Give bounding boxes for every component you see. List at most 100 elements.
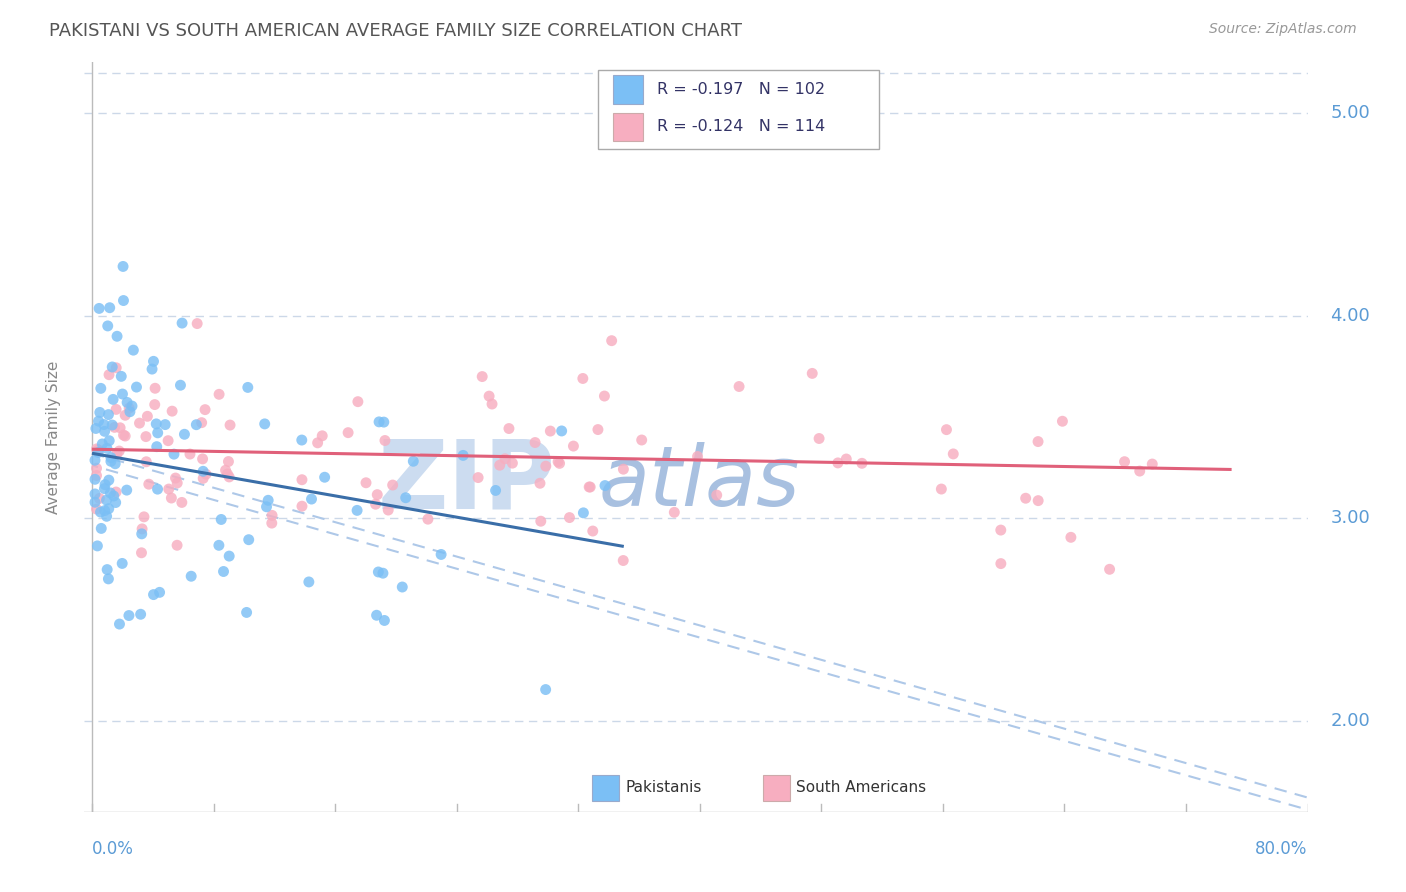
- Point: [84, 472, 107, 486]
- Point: [101, 392, 124, 407]
- Point: [214, 463, 236, 477]
- Point: [524, 435, 547, 450]
- Text: 80.0%: 80.0%: [1256, 840, 1308, 858]
- Point: [217, 454, 239, 468]
- Point: [572, 506, 595, 520]
- Point: [612, 553, 634, 567]
- Point: [160, 404, 183, 418]
- Point: [534, 459, 557, 474]
- Point: [138, 477, 160, 491]
- Point: [97, 572, 120, 586]
- Point: [90, 521, 112, 535]
- Point: [98, 434, 121, 448]
- Point: [132, 509, 155, 524]
- Point: [366, 608, 388, 623]
- Point: [114, 409, 136, 423]
- Point: [118, 405, 141, 419]
- Point: [131, 522, 153, 536]
- Point: [166, 538, 188, 552]
- Point: [579, 480, 602, 494]
- Point: [157, 482, 180, 496]
- Point: [90, 381, 112, 395]
- Point: [118, 401, 141, 416]
- Point: [93, 482, 115, 496]
- Point: [87, 442, 110, 457]
- Point: [112, 293, 135, 308]
- Point: [98, 301, 121, 315]
- Point: [538, 424, 561, 438]
- Point: [307, 435, 329, 450]
- Point: [484, 483, 506, 498]
- Text: R = -0.124   N = 114: R = -0.124 N = 114: [657, 120, 825, 135]
- Point: [371, 566, 394, 581]
- Point: [395, 491, 418, 505]
- Point: [1114, 455, 1136, 469]
- Point: [143, 381, 166, 395]
- Point: [163, 447, 186, 461]
- Point: [96, 442, 118, 456]
- Point: [105, 402, 128, 417]
- Point: [186, 317, 208, 331]
- Point: [548, 456, 571, 470]
- Point: [366, 488, 388, 502]
- Bar: [592, 775, 619, 801]
- Point: [481, 397, 503, 411]
- Point: [291, 473, 314, 487]
- Point: [87, 445, 110, 459]
- Point: [97, 318, 120, 333]
- Point: [451, 449, 474, 463]
- Text: Average Family Size: Average Family Size: [46, 360, 62, 514]
- Point: [260, 516, 283, 530]
- Point: [373, 614, 395, 628]
- Point: [108, 444, 131, 458]
- Point: [105, 447, 128, 461]
- Bar: [613, 112, 644, 141]
- Point: [262, 508, 284, 523]
- Point: [172, 316, 194, 330]
- Point: [96, 563, 118, 577]
- Point: [208, 387, 231, 401]
- Point: [135, 429, 157, 443]
- Point: [931, 482, 953, 496]
- Point: [298, 574, 321, 589]
- Point: [368, 415, 391, 429]
- Point: [430, 548, 453, 562]
- Text: 4.00: 4.00: [1330, 307, 1369, 325]
- Bar: [598, 70, 880, 149]
- Point: [103, 489, 125, 503]
- Point: [87, 414, 110, 428]
- Point: [1014, 491, 1036, 506]
- Point: [112, 428, 135, 442]
- Bar: [613, 75, 644, 103]
- Point: [578, 480, 600, 494]
- Point: [101, 359, 124, 374]
- Point: [291, 433, 314, 447]
- Point: [593, 478, 616, 492]
- Text: R = -0.197   N = 102: R = -0.197 N = 102: [657, 82, 825, 97]
- Point: [121, 399, 143, 413]
- Point: [86, 442, 108, 456]
- Point: [835, 452, 858, 467]
- Text: 5.00: 5.00: [1330, 104, 1369, 122]
- Point: [582, 524, 605, 538]
- Text: 0.0%: 0.0%: [91, 840, 134, 858]
- Point: [160, 491, 183, 505]
- Point: [217, 467, 239, 481]
- Point: [550, 424, 572, 438]
- Point: [374, 434, 396, 448]
- Point: [212, 565, 235, 579]
- Point: [170, 495, 193, 509]
- Point: [93, 417, 115, 432]
- Point: [208, 538, 231, 552]
- Point: [93, 503, 115, 517]
- Point: [145, 417, 167, 431]
- Point: [105, 485, 128, 500]
- Point: [115, 483, 138, 497]
- Point: [367, 565, 389, 579]
- Point: [467, 470, 489, 484]
- Point: [498, 421, 520, 435]
- Point: [87, 301, 110, 316]
- Point: [145, 440, 167, 454]
- Text: 3.00: 3.00: [1330, 509, 1369, 527]
- Point: [194, 402, 217, 417]
